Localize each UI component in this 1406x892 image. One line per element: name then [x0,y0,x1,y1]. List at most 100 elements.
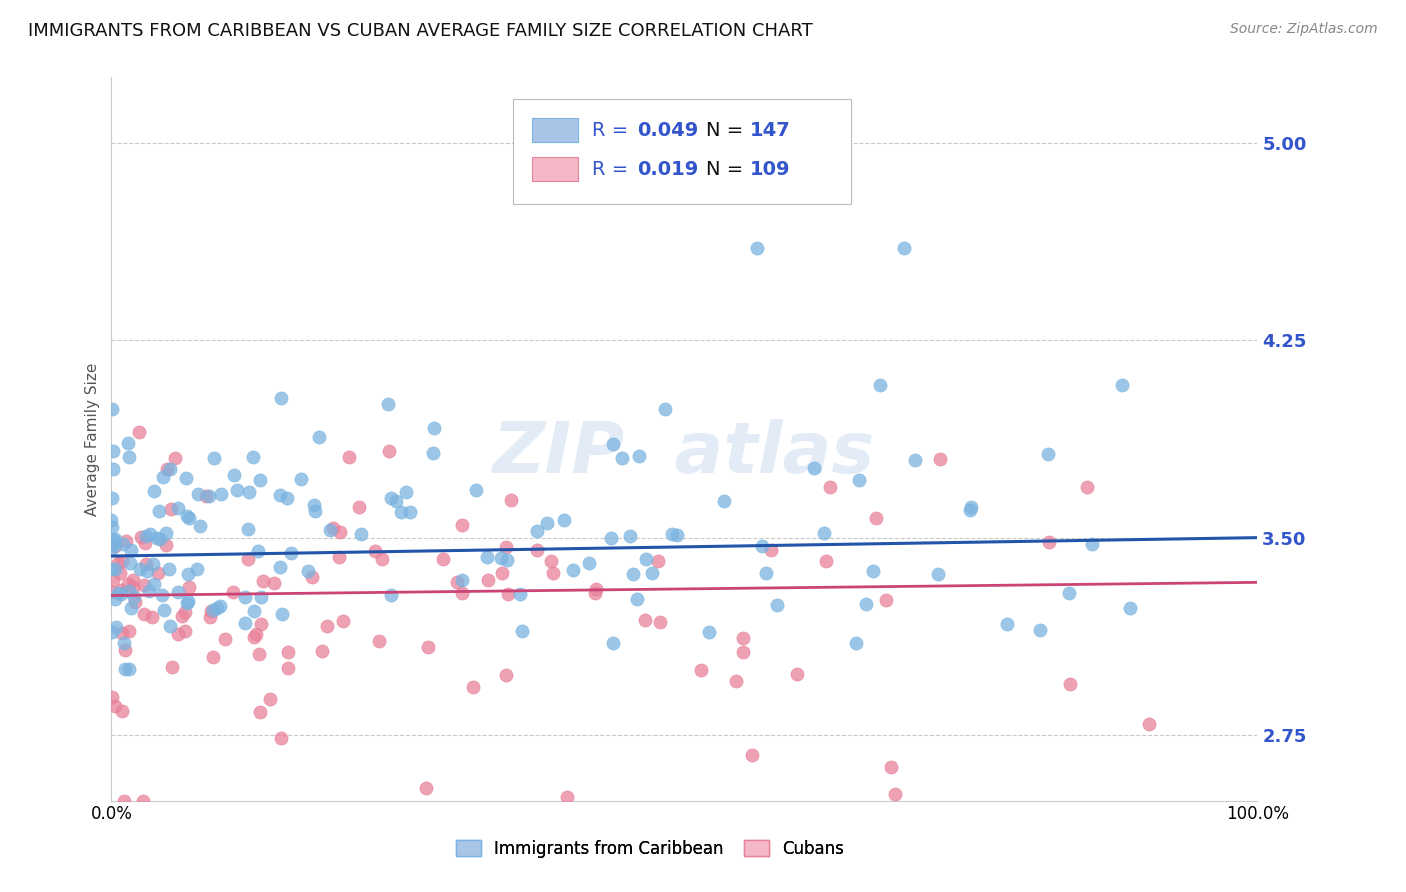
Point [118,584,141,599]
Point [259,691,281,706]
Point [724,674,747,689]
Point [243,630,266,644]
Point [377,397,399,411]
Point [875,592,897,607]
Point [415,780,437,795]
Point [103,533,125,548]
Point [290,472,312,486]
Point [301,570,323,584]
Point [884,787,907,801]
Point [243,604,266,618]
Point [124,595,146,609]
Point [475,549,498,564]
Point [101,444,124,458]
Point [848,474,870,488]
Point [602,636,624,650]
Point [465,483,488,497]
Point [107,586,129,600]
Point [104,532,127,546]
Point [277,645,299,659]
Point [553,513,575,527]
Point [101,574,124,588]
Text: R =: R = [592,120,634,140]
Point [602,437,624,451]
Point [619,529,641,543]
Point [661,527,683,541]
Point [186,562,208,576]
Point [647,553,669,567]
Point [389,505,412,519]
Point [818,480,841,494]
Legend: Immigrants from Caribbean, Cubans: Immigrants from Caribbean, Cubans [450,833,851,864]
Point [610,450,633,465]
Text: R =: R = [592,160,634,178]
Point [135,529,157,543]
Point [385,494,408,508]
Point [526,543,548,558]
Point [129,562,152,576]
Point [450,517,472,532]
Point [143,576,166,591]
Text: 0.019: 0.019 [637,160,699,178]
Point [132,794,155,808]
Point [451,573,474,587]
Point [814,554,837,568]
Point [650,615,672,629]
Point [159,562,181,576]
Point [526,524,548,539]
Point [893,241,915,255]
Point [176,597,198,611]
Point [249,705,271,719]
Point [277,661,299,675]
Point [202,451,225,466]
Point [332,614,354,628]
Point [578,556,600,570]
Point [540,554,562,568]
Point [929,451,952,466]
Point [745,241,768,255]
Point [249,648,271,662]
Point [755,566,778,580]
Point [626,592,648,607]
Point [155,525,177,540]
Point [167,500,190,515]
Point [101,533,124,548]
Point [134,536,156,550]
Point [252,574,274,588]
Point [741,747,763,762]
Point [152,470,174,484]
Point [176,509,198,524]
Point [118,662,141,676]
Point [422,446,444,460]
Point [166,626,188,640]
Point [319,523,342,537]
Point [117,577,139,591]
Point [100,543,122,558]
Point [349,500,371,515]
Point [132,607,155,622]
Point [174,624,197,639]
Point [311,643,333,657]
Point [786,667,808,681]
Point [104,698,127,713]
Point [1111,377,1133,392]
Point [713,494,735,508]
Point [562,564,585,578]
Point [803,461,825,475]
Point [477,573,499,587]
Point [121,573,143,587]
Point [141,610,163,624]
Point [101,491,124,505]
Point [160,502,183,516]
Point [759,542,782,557]
Point [880,760,903,774]
Point [148,504,170,518]
Point [101,402,124,417]
Point [368,634,391,648]
Point [370,552,392,566]
Point [214,632,236,646]
Point [201,649,224,664]
Point [101,461,124,475]
Point [666,527,689,541]
Point [246,544,269,558]
